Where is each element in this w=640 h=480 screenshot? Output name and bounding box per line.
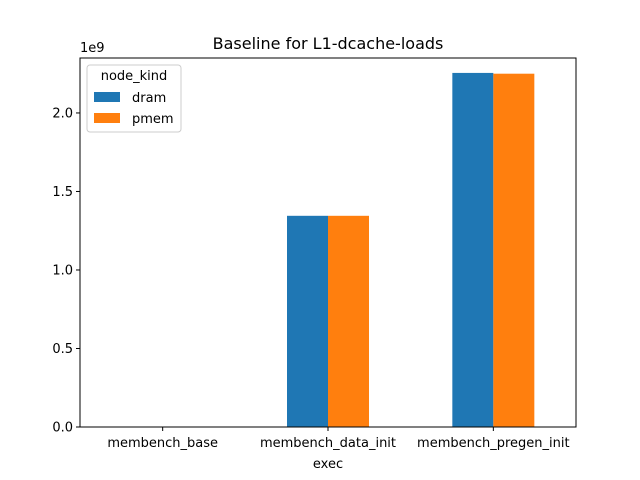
y-tick-label: 1.0 [52,263,73,278]
bars-layer [287,72,535,428]
legend: node_kind dram pmem [86,64,182,133]
y-tick-label: 0.5 [52,342,73,357]
legend-swatch-dram [94,92,120,102]
legend-label-pmem: pmem [132,112,174,127]
legend-label-dram: dram [132,91,166,106]
legend-title: node_kind [101,69,168,84]
chart-title: Baseline for L1-dcache-loads [213,34,444,53]
y-axis: 0.0 0.5 1.0 1.5 2.0 [52,106,80,436]
y-tick-label: 0.0 [52,421,73,436]
x-tick-label: membench_base [107,436,218,451]
x-tick-label: membench_data_init [260,436,396,451]
y-tick-label: 1.5 [52,185,73,200]
legend-swatch-pmem [94,113,120,123]
legend-items: dram pmem [94,91,174,127]
x-axis: membench_base membench_data_init membench_… [107,427,570,451]
y-tick-label: 2.0 [52,106,73,121]
bar-pmem-membench_data_init [328,215,369,427]
x-tick-label: membench_pregen_init [417,436,570,451]
bar-pmem-membench_pregen_init [493,73,535,428]
bar-dram-membench_data_init [287,215,328,427]
y-offset-label: 1e9 [80,41,105,56]
bar-dram-membench_pregen_init [452,72,494,427]
x-axis-label: exec [313,457,343,472]
